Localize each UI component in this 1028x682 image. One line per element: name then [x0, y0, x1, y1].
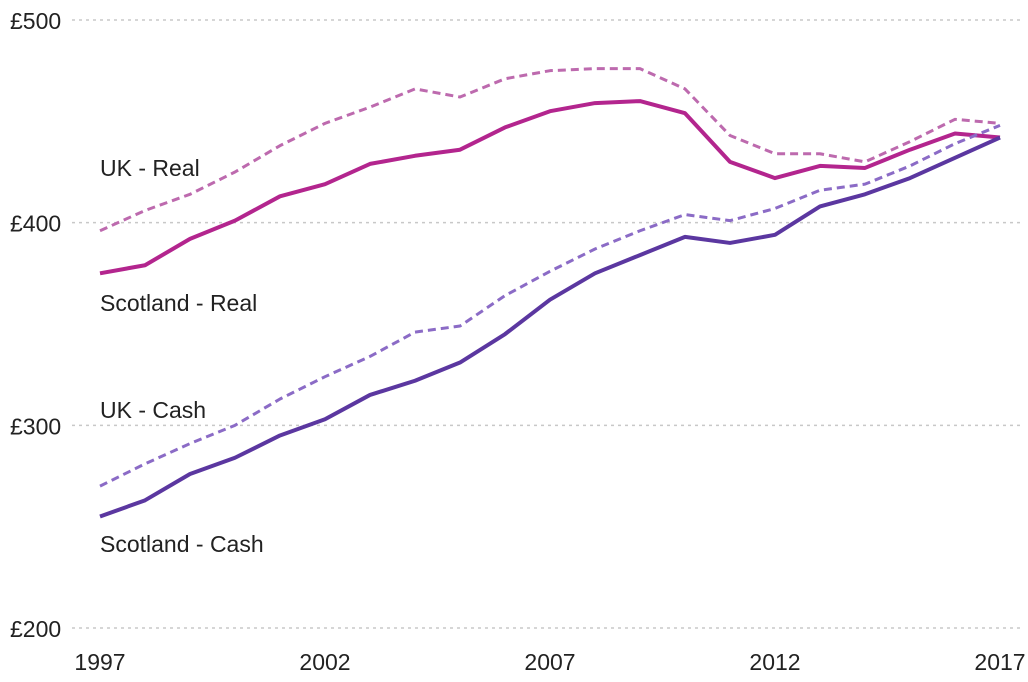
- y-tick-label: £300: [10, 413, 61, 439]
- series-line: [99, 99, 1001, 276]
- series-label: UK - Real: [100, 155, 200, 181]
- y-tick-label: £200: [10, 616, 61, 642]
- series-label: UK - Cash: [100, 397, 206, 423]
- series-label: Scotland - Cash: [100, 531, 264, 557]
- series-label: Scotland - Real: [100, 290, 257, 316]
- series-line: [99, 135, 1001, 519]
- series-line: [99, 67, 1001, 233]
- x-tick-label: 2007: [524, 649, 575, 675]
- x-tick-label: 1997: [74, 649, 125, 675]
- y-tick-label: £500: [10, 8, 61, 34]
- series-line: [99, 123, 1001, 488]
- x-tick-label: 2017: [974, 649, 1025, 675]
- x-tick-label: 2012: [749, 649, 800, 675]
- x-tick-label: 2002: [299, 649, 350, 675]
- y-tick-label: £400: [10, 211, 61, 237]
